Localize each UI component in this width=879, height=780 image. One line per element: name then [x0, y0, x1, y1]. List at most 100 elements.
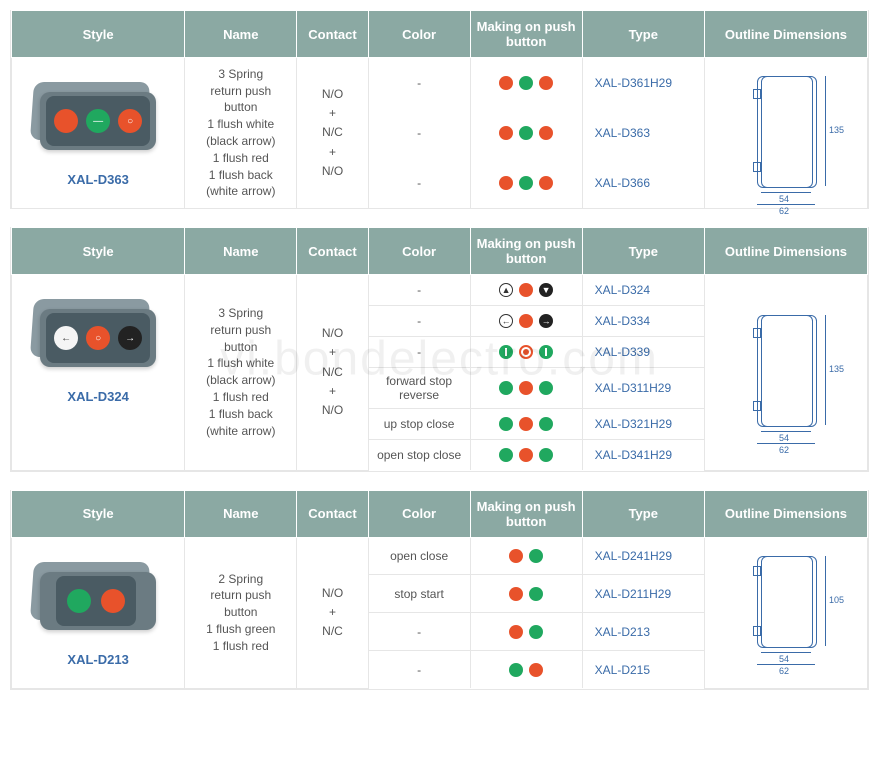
contact-cell: N/O+N/C: [297, 537, 368, 688]
type-cell: XAL-D213: [582, 613, 704, 651]
dot-red-icon: [509, 625, 523, 639]
dot-green-icon: [529, 587, 543, 601]
type-cell: XAL-D366: [582, 158, 704, 208]
type-cell: XAL-D361H29: [582, 58, 704, 109]
dot-red-icon: [499, 76, 513, 90]
outline-cell: 1355462: [704, 58, 867, 209]
dot-green-icon: [499, 448, 513, 462]
color-cell: stop start: [368, 575, 470, 613]
making-cell: [470, 108, 582, 158]
dim-width-inner: 54: [779, 654, 789, 664]
table-row: XAL-D2132 Springreturn pushbutton1 flush…: [12, 537, 868, 575]
dots-row: [475, 623, 578, 641]
name-cell: 3 Springreturn pushbutton1 flush white(b…: [185, 275, 297, 471]
dots-row: [475, 547, 578, 565]
col-header-type: Type: [582, 228, 704, 275]
pushbox-button-icon: [101, 589, 125, 613]
pushbox-button-icon: ○: [118, 109, 142, 133]
outline-cell: 1055462: [704, 537, 867, 688]
dots-row: [475, 124, 578, 142]
col-header-style: Style: [12, 228, 185, 275]
style-cell: ←○→ XAL-D324: [12, 275, 185, 471]
col-header-contact: Contact: [297, 11, 368, 58]
color-cell: -: [368, 613, 470, 651]
pushbox-image: [28, 554, 168, 644]
col-header-name: Name: [185, 228, 297, 275]
dots-row: [475, 415, 578, 433]
outline-drawing: 1055462: [731, 548, 841, 678]
icon-outline-up: ▲: [499, 283, 513, 297]
making-cell: [470, 368, 582, 409]
name-cell: 2 Springreturn pushbutton1 flush green1 …: [185, 537, 297, 688]
pushbox-button-icon: →: [118, 326, 142, 350]
pushbox-button-icon: ←: [54, 326, 78, 350]
type-cell: XAL-D211H29: [582, 575, 704, 613]
product-table: StyleNameContactColorMaking on push butt…: [11, 227, 868, 471]
col-header-color: Color: [368, 228, 470, 275]
dim-height: 135: [829, 125, 844, 135]
making-cell: [470, 651, 582, 688]
col-header-name: Name: [185, 11, 297, 58]
dot-green-icon: [539, 417, 553, 431]
dot-green-icon: [539, 448, 553, 462]
type-cell: XAL-D341H29: [582, 440, 704, 471]
icon-ring-red: [519, 345, 533, 359]
table-row: ←○→XAL-D3243 Springreturn pushbutton1 fl…: [12, 275, 868, 306]
outline-drawing: 1355462: [731, 68, 841, 198]
making-cell: [470, 158, 582, 208]
col-header-name: Name: [185, 490, 297, 537]
dim-width-outer: 62: [779, 445, 789, 455]
col-header-color: Color: [368, 490, 470, 537]
type-cell: XAL-D334: [582, 306, 704, 337]
product-table: StyleNameContactColorMaking on push butt…: [11, 490, 868, 689]
color-cell: open close: [368, 537, 470, 575]
col-header-making-on-push-button: Making on push button: [470, 228, 582, 275]
making-cell: ▲▼: [470, 275, 582, 306]
dots-row: [475, 343, 578, 361]
pushbox-button-icon: [67, 589, 91, 613]
color-cell: up stop close: [368, 409, 470, 440]
dots-row: [475, 661, 578, 679]
color-cell: open stop close: [368, 440, 470, 471]
dot-red-icon: [519, 314, 533, 328]
col-header-outline-dimensions: Outline Dimensions: [704, 490, 867, 537]
style-label: XAL-D324: [16, 389, 180, 404]
col-header-contact: Contact: [297, 490, 368, 537]
dots-row: [475, 74, 578, 92]
dot-red-icon: [519, 448, 533, 462]
dot-red-icon: [539, 176, 553, 190]
color-cell: -: [368, 108, 470, 158]
contact-cell: N/O+N/C+N/O: [297, 275, 368, 471]
pushbox-button-icon: —: [86, 109, 110, 133]
pushbox-image: —○: [28, 74, 168, 164]
making-cell: [470, 613, 582, 651]
color-cell: -: [368, 158, 470, 208]
type-cell: XAL-D311H29: [582, 368, 704, 409]
dot-green-icon: [519, 76, 533, 90]
making-cell: [470, 575, 582, 613]
dots-row: [475, 446, 578, 464]
dot-green-icon: [499, 381, 513, 395]
making-cell: [470, 440, 582, 471]
dim-width-outer: 62: [779, 206, 789, 216]
dot-red-icon: [529, 663, 543, 677]
dot-green-icon: [519, 126, 533, 140]
making-cell: [470, 58, 582, 109]
making-cell: ←→: [470, 306, 582, 337]
color-cell: -: [368, 275, 470, 306]
dots-row: [475, 585, 578, 603]
dot-green-icon: [499, 417, 513, 431]
product-table: StyleNameContactColorMaking on push butt…: [11, 10, 868, 208]
color-cell: -: [368, 306, 470, 337]
dots-row: [475, 174, 578, 192]
type-cell: XAL-D324: [582, 275, 704, 306]
dim-height: 135: [829, 364, 844, 374]
table-row: —○XAL-D3633 Springreturn pushbutton1 flu…: [12, 58, 868, 109]
dim-width-inner: 54: [779, 194, 789, 204]
contact-cell: N/O+N/C+N/O: [297, 58, 368, 209]
dot-red-icon: [539, 76, 553, 90]
dot-red-icon: [539, 126, 553, 140]
product-block: StyleNameContactColorMaking on push butt…: [10, 10, 869, 209]
dim-width-inner: 54: [779, 433, 789, 443]
pushbox-image: ←○→: [28, 291, 168, 381]
